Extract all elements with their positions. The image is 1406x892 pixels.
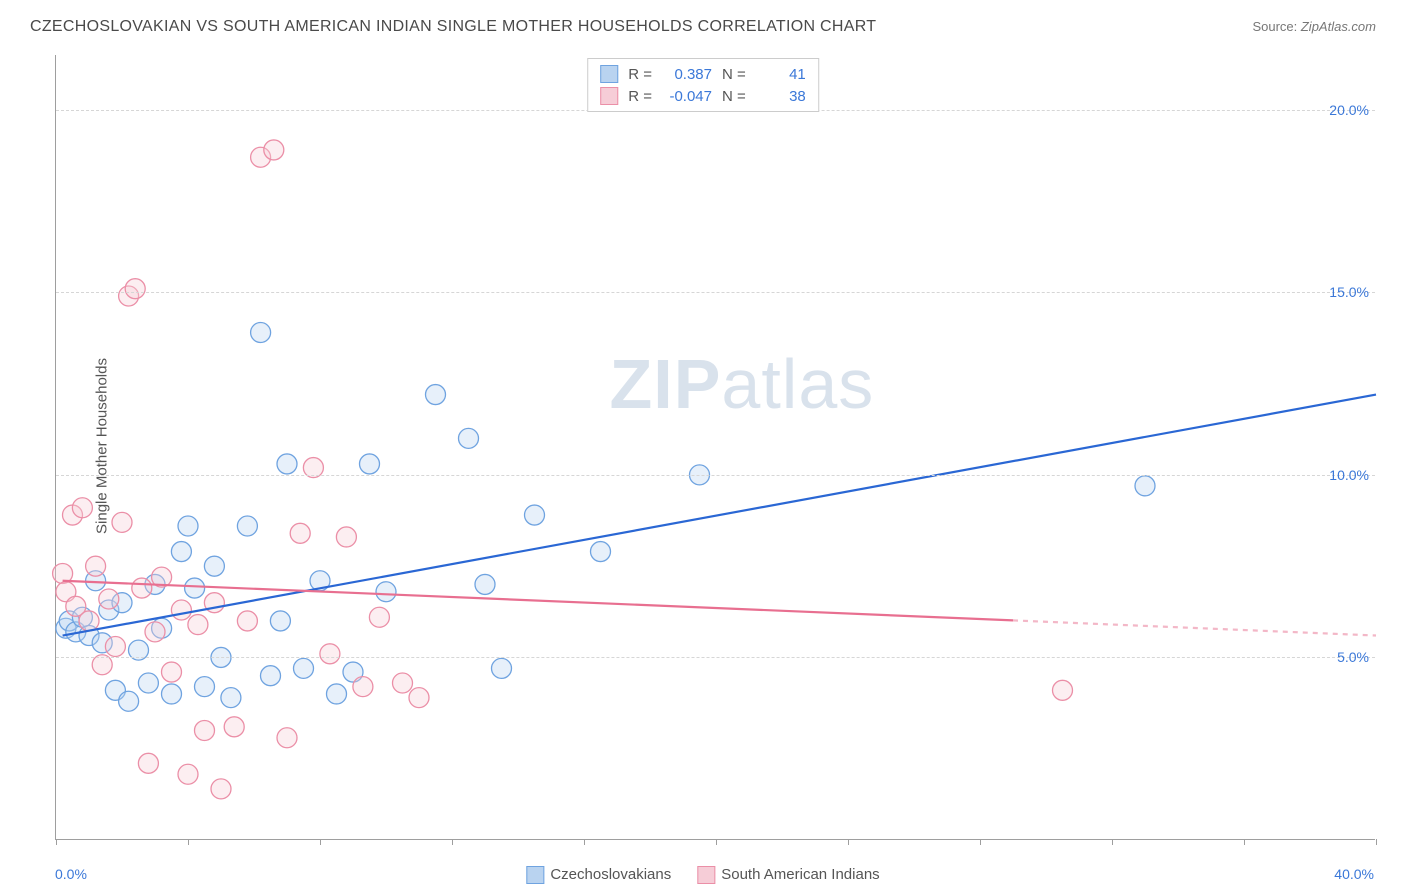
legend-label-0: Czechoslovakians (550, 866, 671, 883)
legend-label-1: South American Indians (721, 866, 879, 883)
chart-plot-area: ZIPatlas 5.0%10.0%15.0%20.0% (55, 55, 1375, 840)
x-tick (320, 839, 321, 845)
x-tick (584, 839, 585, 845)
n-value-1: 38 (756, 88, 806, 105)
r-value-1: -0.047 (662, 88, 712, 105)
y-tick-label: 10.0% (1329, 467, 1369, 483)
swatch-series-0 (600, 65, 618, 83)
y-tick-label: 5.0% (1337, 649, 1369, 665)
x-axis-max-label: 40.0% (1334, 866, 1374, 882)
r-label: R = (628, 66, 652, 83)
gridline (56, 475, 1375, 476)
legend-item-0: Czechoslovakians (526, 866, 671, 884)
x-tick (1376, 839, 1377, 845)
x-axis-min-label: 0.0% (55, 866, 87, 882)
source-label: Source: ZipAtlas.com (1252, 19, 1376, 34)
x-tick (1244, 839, 1245, 845)
chart-svg (56, 55, 1375, 839)
x-tick (1112, 839, 1113, 845)
n-value-0: 41 (756, 66, 806, 83)
title-bar: CZECHOSLOVAKIAN VS SOUTH AMERICAN INDIAN… (30, 18, 1376, 36)
source-name: ZipAtlas.com (1301, 19, 1376, 34)
legend-swatch-0 (526, 866, 544, 884)
chart-title: CZECHOSLOVAKIAN VS SOUTH AMERICAN INDIAN… (30, 18, 876, 36)
stats-row-series-0: R = 0.387 N = 41 (600, 63, 806, 85)
source-prefix: Source: (1252, 19, 1300, 34)
stats-legend-box: R = 0.387 N = 41 R = -0.047 N = 38 (587, 58, 819, 112)
legend-swatch-1 (697, 866, 715, 884)
gridline (56, 292, 1375, 293)
stats-row-series-1: R = -0.047 N = 38 (600, 85, 806, 107)
legend-bottom: Czechoslovakians South American Indians (526, 866, 879, 884)
x-tick (452, 839, 453, 845)
swatch-series-1 (600, 87, 618, 105)
x-tick (56, 839, 57, 845)
x-tick (188, 839, 189, 845)
y-tick-label: 20.0% (1329, 102, 1369, 118)
x-tick (980, 839, 981, 845)
r-label: R = (628, 88, 652, 105)
legend-item-1: South American Indians (697, 866, 879, 884)
x-tick (848, 839, 849, 845)
n-label: N = (722, 66, 746, 83)
gridline (56, 657, 1375, 658)
r-value-0: 0.387 (662, 66, 712, 83)
x-tick (716, 839, 717, 845)
n-label: N = (722, 88, 746, 105)
y-tick-label: 15.0% (1329, 284, 1369, 300)
